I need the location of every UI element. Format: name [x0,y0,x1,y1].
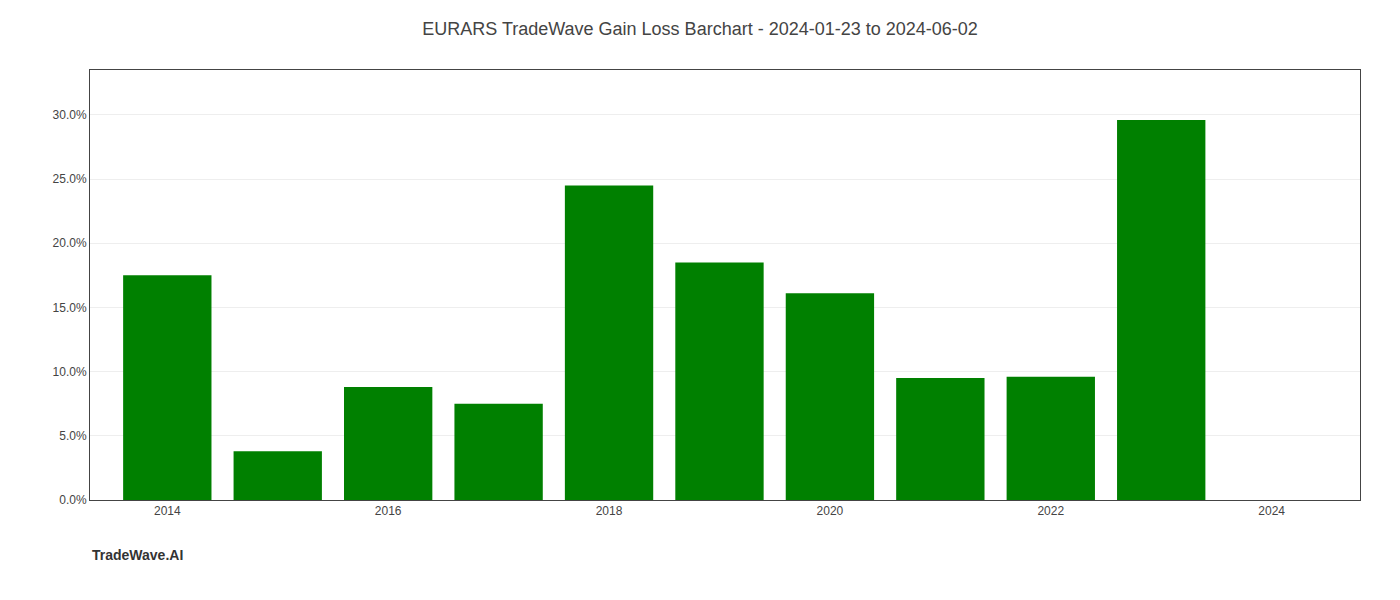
svg-text:2018: 2018 [596,504,623,518]
svg-text:TradeWave.AI: TradeWave.AI [92,547,183,563]
svg-text:0.0%: 0.0% [59,493,87,507]
svg-text:2016: 2016 [375,504,402,518]
svg-text:EURARS TradeWave Gain Loss Bar: EURARS TradeWave Gain Loss Barchart - 20… [422,19,978,39]
svg-text:20.0%: 20.0% [53,236,87,250]
svg-text:2014: 2014 [154,504,181,518]
svg-text:2020: 2020 [817,504,844,518]
svg-text:10.0%: 10.0% [53,365,87,379]
svg-text:30.0%: 30.0% [53,108,87,122]
svg-text:5.0%: 5.0% [59,429,87,443]
svg-text:2022: 2022 [1037,504,1064,518]
svg-text:25.0%: 25.0% [53,172,87,186]
svg-text:15.0%: 15.0% [53,301,87,315]
svg-text:2024: 2024 [1258,504,1285,518]
